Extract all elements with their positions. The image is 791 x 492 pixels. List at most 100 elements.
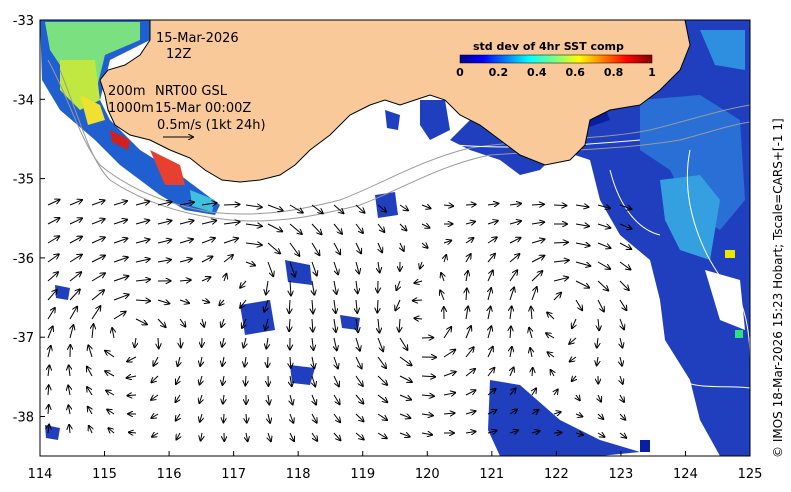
current-arrow-icon — [223, 222, 240, 224]
current-arrow-icon — [399, 204, 408, 210]
current-arrow-icon — [127, 356, 137, 362]
current-arrow-icon — [151, 395, 159, 400]
y-tick-label: -37 — [13, 331, 34, 346]
current-arrow-icon — [377, 337, 383, 351]
current-arrow-icon — [509, 204, 521, 205]
current-arrow-icon — [69, 307, 77, 320]
current-arrow-icon — [510, 306, 512, 320]
current-arrow-icon — [532, 388, 536, 396]
current-arrow-icon — [135, 259, 150, 262]
current-arrow-icon — [113, 312, 126, 320]
current-arrow-icon — [268, 394, 269, 404]
current-arrow-icon — [570, 357, 577, 362]
current-arrow-icon — [466, 288, 467, 301]
x-tick-label: 121 — [479, 467, 504, 482]
current-arrow-icon — [466, 271, 468, 282]
current-arrow-icon — [87, 387, 93, 396]
current-arrow-icon — [597, 205, 610, 208]
current-arrow-icon — [421, 205, 431, 208]
current-arrow-icon — [312, 375, 315, 386]
current-arrow-icon — [266, 337, 268, 349]
current-arrow-icon — [219, 300, 224, 305]
current-arrow-icon — [597, 433, 604, 437]
y-tick-label: -35 — [13, 173, 34, 188]
x-tick-label: 125 — [738, 467, 763, 482]
current-arrow-icon — [290, 432, 294, 441]
current-arrow-icon — [509, 409, 517, 414]
current-arrow-icon — [421, 395, 434, 396]
current-arrow-icon — [290, 375, 292, 386]
current-arrow-icon — [178, 356, 180, 366]
product-name: NRT00 GSL — [155, 84, 228, 99]
current-arrow-icon — [597, 223, 610, 228]
current-arrow-icon — [157, 260, 171, 262]
current-arrow-icon — [421, 376, 435, 377]
current-arrow-icon — [47, 327, 53, 339]
current-arrow-icon — [414, 318, 423, 319]
current-arrow-icon — [312, 337, 313, 350]
current-arrow-icon — [333, 432, 340, 440]
x-tick-label: 122 — [544, 467, 569, 482]
current-arrow-icon — [377, 432, 387, 438]
current-arrow-icon — [113, 276, 128, 282]
current-arrow-icon — [240, 280, 247, 288]
current-arrow-icon — [466, 306, 468, 320]
current-arrow-icon — [531, 256, 544, 263]
current-arrow-icon — [443, 393, 455, 395]
plot-frame — [39, 19, 751, 457]
contour-label-1000: 1000m — [108, 101, 154, 116]
current-arrow-icon — [265, 318, 268, 330]
current-arrow-icon — [201, 238, 215, 244]
current-arrow-icon — [245, 356, 246, 367]
x-tick-label: 119 — [350, 467, 375, 482]
current-arrow-icon — [597, 337, 598, 348]
current-arrow-icon — [465, 222, 475, 224]
current-arrow-icon — [487, 431, 497, 433]
current-arrow-icon — [443, 413, 455, 414]
current-arrow-icon — [399, 375, 412, 382]
current-arrow-icon — [135, 279, 150, 281]
current-arrow-icon — [333, 223, 342, 234]
current-arrow-icon — [378, 261, 380, 272]
current-arrow-icon — [91, 219, 105, 225]
current-arrow-icon — [47, 200, 60, 206]
current-arrow-icon — [70, 325, 73, 339]
current-arrow-icon — [619, 280, 629, 290]
current-arrow-icon — [597, 299, 604, 311]
current-arrow-icon — [553, 205, 566, 206]
current-arrow-icon — [598, 414, 603, 419]
current-arrow-icon — [355, 413, 364, 421]
current-arrow-icon — [201, 257, 212, 263]
current-arrow-icon — [48, 385, 49, 396]
current-arrow-icon — [69, 237, 82, 244]
current-arrow-icon — [620, 394, 624, 402]
current-arrow-icon — [443, 350, 455, 358]
current-arrow-icon — [487, 410, 496, 414]
current-arrow-icon — [619, 242, 631, 249]
current-arrow-icon — [91, 256, 105, 263]
current-arrow-icon — [620, 375, 623, 384]
current-arrow-icon — [531, 239, 545, 243]
current-arrow-icon — [620, 356, 622, 366]
current-arrow-icon — [355, 204, 364, 213]
current-arrow-icon — [135, 220, 149, 224]
current-arrow-icon — [245, 205, 262, 207]
colorbar-tick-label: 0.2 — [489, 66, 509, 79]
current-arrow-icon — [619, 261, 630, 270]
current-arrow-icon — [356, 299, 357, 313]
current-arrow-icon — [465, 238, 473, 244]
current-arrow-icon — [151, 414, 159, 418]
current-arrow-icon — [355, 337, 360, 351]
current-arrow-icon — [531, 287, 537, 301]
current-arrow-icon — [201, 220, 216, 224]
current-arrow-icon — [222, 337, 224, 347]
current-arrow-icon — [399, 223, 406, 231]
current-arrow-icon — [135, 300, 150, 301]
current-arrow-icon — [200, 413, 202, 422]
current-arrow-icon — [105, 371, 115, 377]
current-arrow-icon — [289, 318, 290, 331]
current-arrow-icon — [554, 389, 558, 396]
current-arrow-icon — [334, 280, 337, 294]
current-arrow-icon — [356, 318, 358, 332]
current-arrow-icon — [48, 346, 51, 358]
